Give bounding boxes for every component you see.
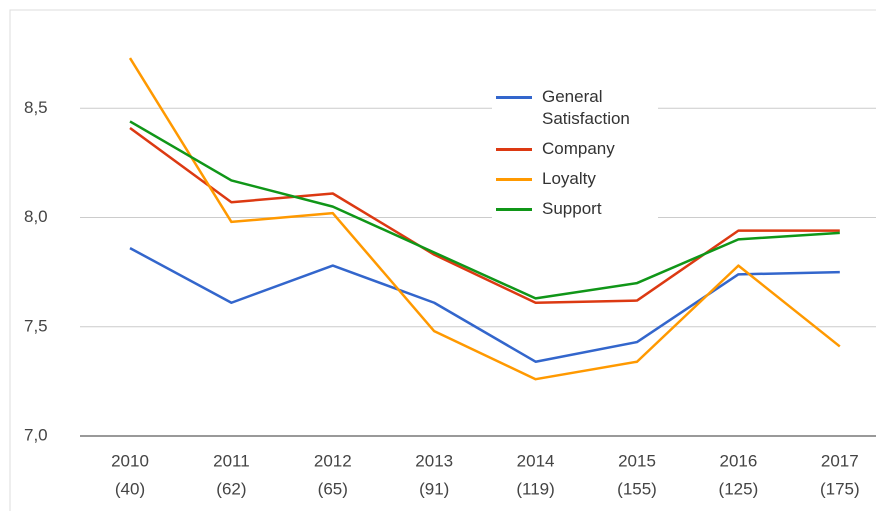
series-line (128, 57, 841, 381)
series-line (129, 247, 840, 363)
legend-item: Support (496, 198, 652, 220)
legend-swatch (496, 148, 532, 151)
legend-label: Company (542, 139, 615, 158)
legend-item: Loyalty (496, 168, 652, 190)
legend: General Satisfaction Company Loyalty Suppor… (492, 84, 658, 232)
series-line (129, 120, 840, 300)
legend-label: Support (542, 199, 602, 218)
x-tick-label: (91) (419, 479, 449, 498)
y-tick-label: 7,5 (24, 316, 48, 335)
x-tick-label: (62) (216, 479, 246, 498)
legend-swatch (496, 178, 532, 181)
x-tick-label: (40) (115, 479, 145, 498)
x-tick-label: 2010 (111, 451, 149, 470)
legend-swatch (496, 96, 532, 99)
y-tick-label: 8,0 (24, 207, 48, 226)
x-tick-label: (125) (719, 479, 759, 498)
x-tick-label: 2012 (314, 451, 352, 470)
legend-label: General Satisfaction (542, 87, 630, 128)
x-tick-label: 2014 (517, 451, 555, 470)
x-tick-label: 2016 (719, 451, 757, 470)
legend-swatch (496, 208, 532, 211)
x-tick-label: 2011 (213, 451, 250, 470)
x-tick-label: (155) (617, 479, 657, 498)
x-tick-label: 2015 (618, 451, 656, 470)
x-tick-label: (119) (516, 479, 554, 498)
y-tick-label: 7,0 (24, 425, 48, 444)
series-line (129, 126, 840, 304)
y-tick-label: 8,5 (24, 98, 48, 117)
legend-item: General Satisfaction (496, 86, 652, 130)
legend-item: Company (496, 138, 652, 160)
legend-label: Loyalty (542, 169, 596, 188)
x-tick-label: (65) (318, 479, 348, 498)
x-tick-label: (175) (820, 479, 860, 498)
x-tick-label: 2013 (415, 451, 453, 470)
frame (9, 9, 876, 511)
x-tick-label: 2017 (821, 451, 859, 470)
